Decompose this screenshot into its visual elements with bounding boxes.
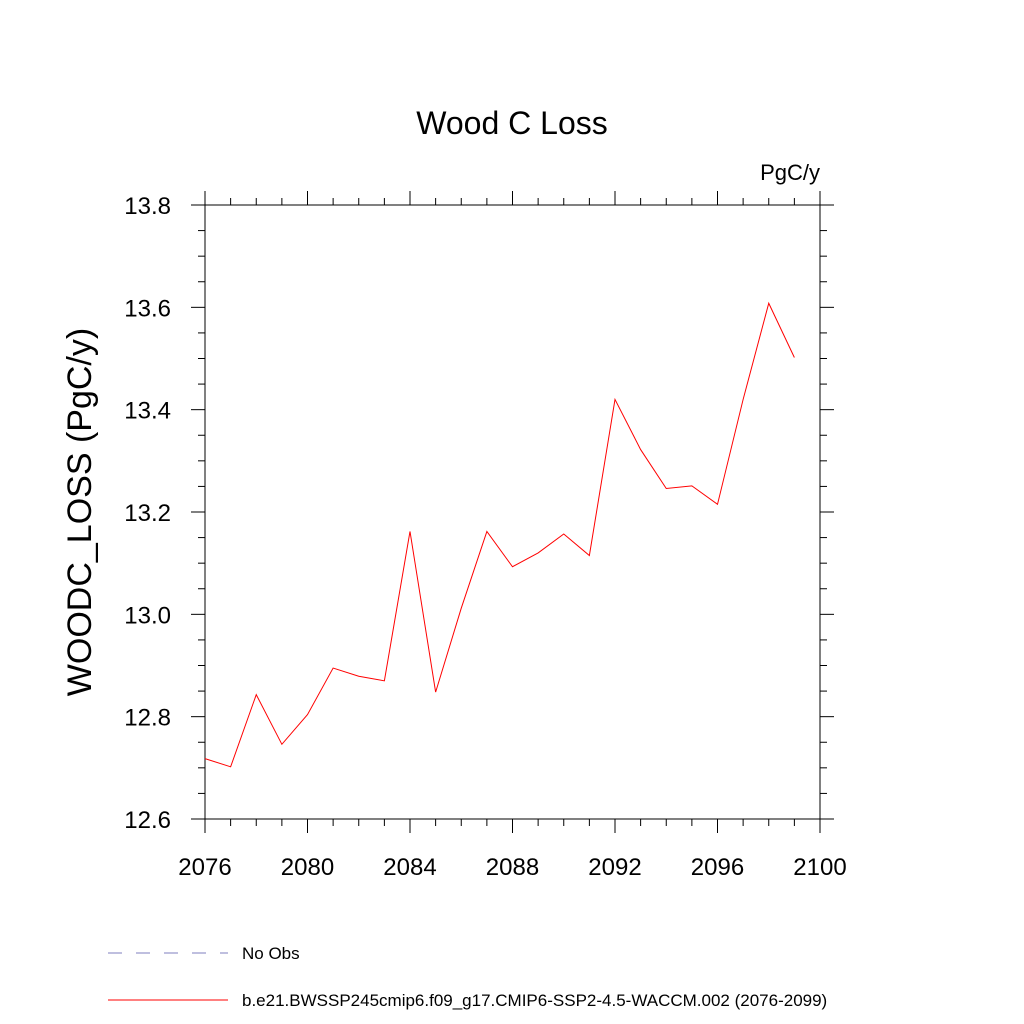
legend: No Obs b.e21.BWSSP245cmip6.f09_g17.CMIP6-… bbox=[108, 944, 827, 1010]
x-tick-label: 2076 bbox=[178, 854, 231, 881]
x-tick-label: 2100 bbox=[793, 854, 846, 881]
axis-tick-labels: 2076 2080 2084 2088 2092 2096 2100 12.6 12.8 13.0… bbox=[124, 193, 846, 881]
x-tick-label: 2092 bbox=[588, 854, 641, 881]
y-tick-label: 12.8 bbox=[124, 705, 171, 732]
x-tick-label: 2096 bbox=[691, 854, 744, 881]
x-tick-label: 2080 bbox=[281, 854, 334, 881]
y-tick-label: 13.6 bbox=[124, 295, 171, 322]
y-tick-label: 13.4 bbox=[124, 398, 171, 425]
y-tick-label: 13.2 bbox=[124, 500, 171, 527]
x-tick-label: 2084 bbox=[383, 854, 436, 881]
chart-title: Wood C Loss bbox=[416, 105, 608, 141]
y-tick-label: 13.0 bbox=[124, 602, 171, 629]
y-axis-label: WOODC_LOSS (PgC/y) bbox=[61, 328, 99, 696]
axis-ticks bbox=[191, 191, 834, 833]
y-tick-label: 12.6 bbox=[124, 807, 171, 834]
units-label: PgC/y bbox=[760, 160, 820, 185]
legend-label: No Obs bbox=[242, 944, 300, 963]
legend-label: b.e21.BWSSP245cmip6.f09_g17.CMIP6-SSP2-4… bbox=[242, 991, 827, 1010]
y-tick-label: 13.8 bbox=[124, 193, 171, 220]
series-line bbox=[204, 301, 795, 768]
series-layer bbox=[204, 301, 795, 768]
x-tick-label: 2088 bbox=[486, 854, 539, 881]
